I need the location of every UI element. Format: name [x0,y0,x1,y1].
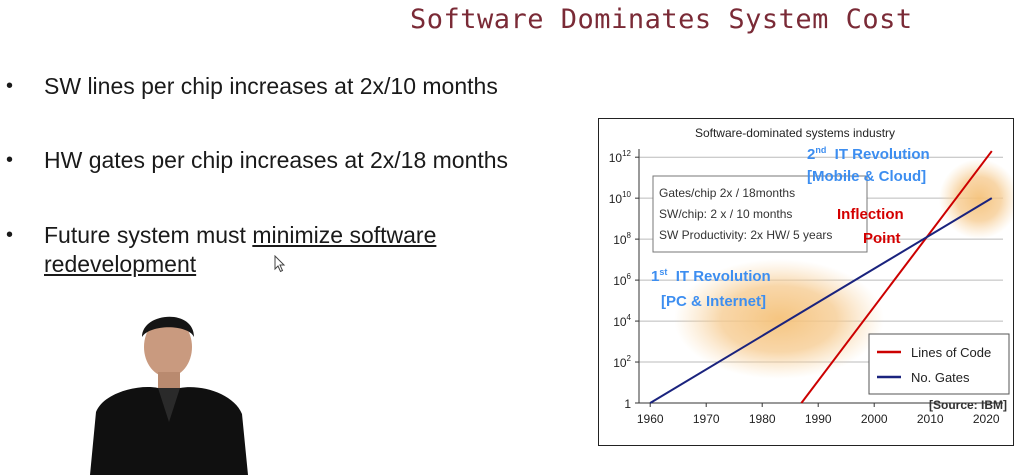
bullet-text-underlined: minimize software [252,222,437,248]
bullet-text: Future system must minimize software rede… [44,221,584,279]
y-tick-label: 102 [613,354,631,370]
bullet-text: HW gates per chip increases at 2x/18 mon… [44,147,509,173]
legend-label: No. Gates [911,370,970,385]
x-tick-label: 2000 [861,412,888,426]
slide-title: Software Dominates System Cost [410,4,913,35]
legend [868,333,1010,395]
annotation-first-revolution: 1st IT Revolution [651,267,771,285]
x-tick-label: 1960 [637,412,664,426]
bullet-text-underlined: redevelopment [44,251,197,277]
chart: Software-dominated systems industry 1 102… [609,126,1014,426]
x-tick-label: 1980 [749,412,776,426]
y-tick-label: 104 [613,313,631,329]
info-box [652,175,868,253]
info-line: Gates/chip 2x / 18months [659,186,795,200]
y-tick-label: 1012 [609,149,632,165]
info-line: SW/chip: 2 x / 10 months [659,207,792,221]
x-tick-label: 2010 [917,412,944,426]
info-line: SW Productivity: 2x HW/ 5 years [659,228,832,242]
series-line-no-gates [649,197,993,404]
annotation-pc-internet: [PC & Internet] [661,293,766,310]
annotation-point: Point [863,230,901,247]
bullet-text-plain: Future system must [44,222,253,248]
chart-title: Software-dominated systems industry [695,126,895,140]
y-tick-label: 1010 [609,190,632,206]
bullet-dot: • [6,224,14,246]
x-tick-label: 2020 [973,412,1000,426]
chart-panel: Software-dominated systems industry 1 102… [598,118,1014,446]
bullet-text: SW lines per chip increases at 2x/10 mon… [44,73,498,99]
bullet-dot: • [6,75,14,97]
revolution-glow [674,259,884,379]
source-note: [Source: IBM] [929,398,1007,412]
annotation-mobile-cloud: [Mobile & Cloud] [807,168,926,185]
annotation-second-revolution: 2nd IT Revolution [807,145,930,163]
y-tick-label: 1 [624,397,631,411]
mouse-cursor-icon [274,255,286,273]
x-tick-label: 1990 [805,412,832,426]
annotation-inflection: Inflection [837,206,904,223]
x-tick-label: 1970 [693,412,720,426]
y-tick-label: 108 [613,231,631,247]
y-tick-label: 106 [613,272,631,288]
legend-label: Lines of Code [911,345,991,360]
series-line-lines-of-code [800,150,993,404]
bullet-dot: • [6,149,14,171]
presenter-video [90,316,248,475]
